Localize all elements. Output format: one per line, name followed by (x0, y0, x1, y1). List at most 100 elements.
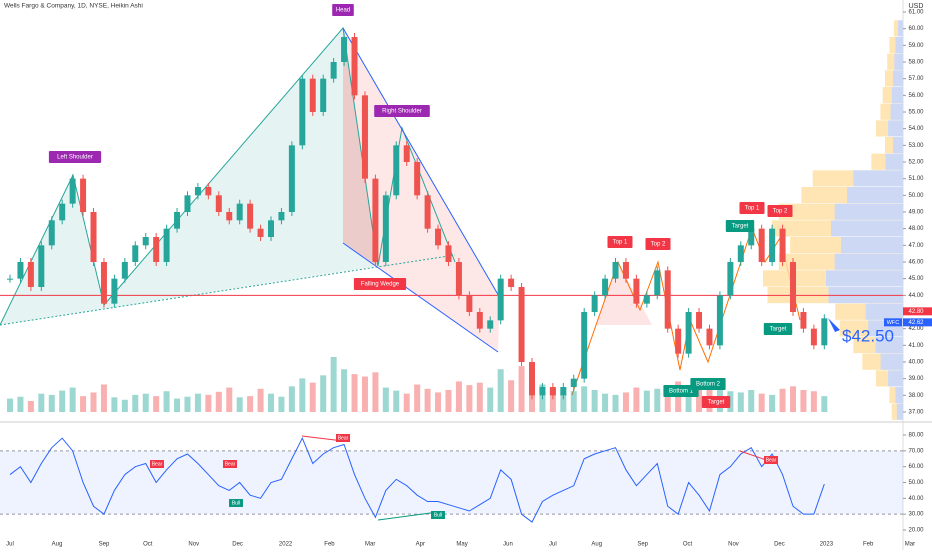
candle (591, 295, 598, 312)
volume-bar (142, 393, 149, 412)
candle (790, 262, 796, 312)
volume-bar (581, 386, 588, 412)
x-tick-label: Nov (728, 542, 739, 548)
profile-bar-part (893, 137, 903, 154)
candle (226, 212, 233, 221)
annotation: Bottom 2 (696, 382, 721, 388)
candle (455, 262, 462, 296)
annotation-box (767, 205, 793, 217)
candle (529, 362, 535, 396)
annotation-box (607, 236, 633, 248)
annotation-box (48, 151, 102, 163)
volume-bar (330, 357, 337, 412)
volume-bar (800, 390, 807, 412)
volume-bar (435, 392, 442, 412)
volume-bar (382, 387, 389, 412)
annotation-box (725, 220, 755, 232)
volume-bar (821, 396, 828, 412)
x-tick-label: Jul (549, 542, 557, 548)
profile-bar-part (830, 220, 903, 237)
profile-bar-part (895, 387, 903, 404)
volume-bar (654, 388, 661, 412)
y-tick-label: 59.00 (908, 43, 924, 49)
candle (80, 178, 87, 212)
candle (727, 262, 734, 296)
volume-bar (80, 396, 87, 412)
candle (132, 245, 139, 262)
x-tick-label: Mar (365, 542, 375, 548)
candle (508, 278, 515, 287)
x-tick-label: Sep (99, 542, 110, 548)
x-tick-label: Jul (6, 542, 14, 548)
candle (372, 178, 379, 262)
volume-bar (341, 369, 348, 412)
candle (142, 237, 149, 246)
volume-bar (758, 393, 765, 412)
candle (7, 278, 13, 280)
rsi-annotation: Bear (225, 461, 236, 467)
candle (696, 312, 703, 329)
candle (100, 262, 107, 304)
volume-bar (779, 388, 786, 412)
candle (163, 228, 170, 262)
profile-bar-part (896, 403, 903, 420)
profile-bar-part (826, 270, 903, 287)
volume-bar (299, 378, 306, 412)
volume-bar (612, 394, 619, 412)
profile-bar-part (893, 70, 903, 87)
volume-bar (393, 390, 400, 412)
candle (205, 187, 212, 196)
volume-bar (633, 387, 640, 412)
rsi-annotation-box (431, 511, 445, 519)
candle (487, 320, 494, 329)
volume-bar (69, 387, 76, 412)
candle (111, 278, 118, 304)
annotation: Target (770, 327, 787, 333)
rsi-annotation-box (336, 434, 350, 442)
y-tick-label: 50.00 (908, 193, 924, 199)
annotation: Left Shoulder (57, 155, 93, 161)
price-label-box (903, 318, 932, 327)
volume-bar (570, 391, 577, 412)
y-tick-label: 44.00 (908, 293, 924, 299)
volume-bar (790, 386, 796, 412)
candle (330, 62, 337, 79)
volume-bar (664, 385, 671, 412)
volume-bar (90, 392, 97, 412)
volume-bar (7, 398, 13, 412)
profile-bar-part (834, 203, 903, 220)
currency: USD (909, 3, 924, 10)
x-tick-label: Dec (774, 542, 785, 548)
pattern-fill (0, 28, 378, 325)
pattern-fill (596, 262, 652, 325)
candle (654, 270, 661, 296)
volume-bar (27, 401, 34, 412)
y-tick-label: 49.00 (908, 210, 924, 216)
rsi-annotation: Bull (434, 512, 442, 518)
rsi-annotation: Bear (766, 457, 777, 463)
candle (622, 262, 629, 279)
volume-bar (696, 390, 703, 412)
arrow (828, 318, 840, 332)
profile-bar-part (865, 303, 903, 320)
volume-bar (174, 398, 181, 412)
candle (351, 37, 358, 96)
y-tick-label: 42.00 (908, 326, 924, 332)
y-tick-label: 41.00 (908, 343, 924, 349)
profile-bar-part (888, 370, 903, 387)
x-tick-label: Aug (591, 542, 602, 548)
candle (800, 312, 807, 329)
candle (685, 312, 692, 354)
y-tick-label: 55.00 (908, 110, 924, 116)
title: Wells Fargo & Company, 1D, NYSE, Heikin … (4, 3, 143, 10)
annotation: Target (732, 224, 749, 230)
wedge-line (342, 27, 501, 299)
rsi-tick-label: 30.00 (908, 512, 924, 518)
candle (69, 178, 76, 204)
x-tick-label: Aug (52, 542, 63, 548)
x-tick-label: May (456, 542, 467, 548)
candle (706, 328, 713, 346)
candle (257, 228, 264, 237)
y-tick-label: 52.00 (908, 160, 924, 166)
annotation-box (663, 385, 699, 397)
